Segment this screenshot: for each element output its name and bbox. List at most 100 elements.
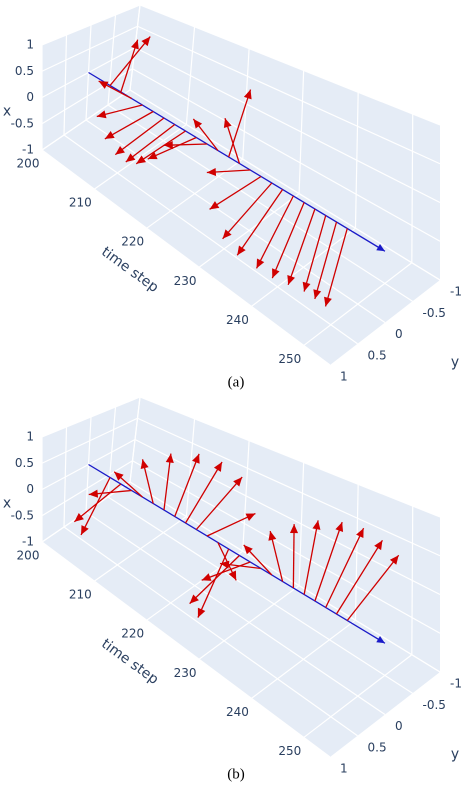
y-tick-label: 0.5 bbox=[368, 740, 387, 754]
vector-arrow bbox=[189, 555, 240, 605]
vector-arrow bbox=[96, 104, 143, 119]
x-tick-label: 0.5 bbox=[15, 64, 34, 78]
grid-line bbox=[129, 481, 441, 673]
vector-arrow-shaft bbox=[174, 453, 200, 517]
vector-arrow bbox=[302, 215, 327, 292]
vector-arrow-head bbox=[233, 477, 243, 487]
vector-arrow bbox=[206, 512, 256, 537]
vector-arrow-shaft bbox=[73, 483, 122, 523]
grid-line bbox=[107, 496, 413, 694]
vector-arrow bbox=[140, 459, 154, 504]
vector-arrow bbox=[303, 520, 321, 595]
vector-arrow-shaft bbox=[195, 476, 243, 530]
t-axis-title: time step bbox=[98, 636, 161, 688]
vector-arrow-head bbox=[165, 453, 174, 463]
grid-line bbox=[107, 104, 413, 302]
y-tick-label: -1 bbox=[450, 677, 462, 691]
t-axis-title: time step bbox=[98, 244, 161, 296]
vector-arrow-head bbox=[302, 281, 311, 292]
t-tick-label: 200 bbox=[17, 549, 40, 563]
time-axis-line-shaft bbox=[88, 71, 386, 252]
t-tick-label: 200 bbox=[17, 157, 40, 171]
vector-arrow bbox=[88, 489, 132, 498]
vector-arrow-head bbox=[324, 296, 332, 307]
x-tick-label: 0 bbox=[26, 482, 34, 496]
vector-arrow-shaft bbox=[314, 521, 343, 602]
vector-arrow-head bbox=[197, 607, 206, 618]
t-tick-label: 250 bbox=[278, 352, 301, 366]
vector-arrow bbox=[219, 560, 262, 570]
y-tick-label: -0.5 bbox=[423, 306, 446, 320]
vector-arrow-shaft bbox=[125, 123, 176, 163]
y-tick-label: 0 bbox=[395, 327, 403, 341]
t-tick-label: 240 bbox=[226, 313, 249, 327]
back-pane bbox=[130, 5, 440, 280]
x-tick-label: 1 bbox=[26, 38, 34, 52]
y-tick-label: -1 bbox=[450, 285, 462, 299]
vector-arrow bbox=[271, 202, 305, 279]
vector-arrow bbox=[289, 524, 299, 589]
vector-arrow-head bbox=[223, 118, 232, 129]
vector-arrow bbox=[80, 477, 111, 536]
grid-line bbox=[41, 149, 331, 366]
grid-line bbox=[41, 89, 131, 151]
vector-arrow-shaft bbox=[189, 555, 240, 605]
vector-arrow bbox=[206, 167, 251, 177]
vector-arrow-head bbox=[245, 513, 256, 521]
vector-arrow-head bbox=[289, 524, 299, 534]
vector-arrow bbox=[98, 80, 132, 100]
vector-arrow bbox=[197, 548, 230, 618]
vector-arrow-head bbox=[189, 594, 199, 604]
vector-arrow bbox=[335, 539, 383, 615]
vector-arrow-shaft bbox=[228, 89, 252, 158]
vector-arrow bbox=[209, 175, 262, 210]
vector-arrow-head bbox=[256, 258, 265, 269]
vector-arrow bbox=[346, 554, 400, 621]
vector-arrow bbox=[228, 89, 252, 158]
vector-arrow-head bbox=[312, 520, 321, 530]
grid-line bbox=[41, 460, 133, 517]
vector-arrow-head bbox=[136, 155, 146, 164]
vector-arrow-head bbox=[96, 110, 107, 119]
vector-arrow bbox=[325, 527, 365, 608]
vector-arrow bbox=[314, 521, 344, 602]
vector-arrow-head bbox=[268, 531, 277, 541]
vector-arrow-head bbox=[115, 145, 125, 155]
grid-line bbox=[63, 526, 358, 737]
vector-arrow-shaft bbox=[222, 182, 273, 240]
vector-arrow bbox=[113, 471, 143, 498]
vector-arrow bbox=[163, 453, 174, 511]
y-axis-title: y bbox=[451, 747, 459, 763]
vector-arrow bbox=[192, 118, 219, 151]
caption: (a) bbox=[228, 374, 245, 390]
vector-arrow-shaft bbox=[346, 554, 400, 621]
vector-arrow-shaft bbox=[236, 189, 284, 256]
vector-arrow-head bbox=[201, 573, 212, 581]
grid-line bbox=[41, 541, 331, 758]
vector-arrow-shaft bbox=[209, 175, 262, 210]
vector-arrow-head bbox=[237, 245, 246, 256]
vector-arrow bbox=[125, 123, 176, 163]
grid-line bbox=[132, 68, 441, 242]
vector-arrow bbox=[114, 117, 165, 156]
vector-arrow bbox=[222, 182, 273, 240]
vector-arrow-shaft bbox=[335, 539, 383, 615]
t-tick-label: 230 bbox=[174, 274, 197, 288]
vector-arrow-head bbox=[209, 201, 220, 210]
vector-arrow-head bbox=[222, 229, 232, 239]
vector-arrow-shaft bbox=[80, 477, 111, 536]
x-tick-label: 0 bbox=[26, 90, 34, 104]
grid-line bbox=[137, 25, 441, 165]
x-tick-label: 0.5 bbox=[15, 456, 34, 470]
t-tick-label: 220 bbox=[121, 627, 144, 641]
grid-line bbox=[63, 134, 358, 345]
grid-line bbox=[41, 68, 133, 125]
x-axis-title: x bbox=[3, 496, 11, 512]
vector-arrow-head bbox=[389, 555, 399, 565]
vector-arrow-head bbox=[335, 522, 344, 532]
vector-arrow-shaft bbox=[135, 130, 186, 165]
vector-arrow-head bbox=[88, 489, 99, 498]
time-axis-line-head bbox=[376, 636, 385, 644]
vector-arrow-shaft bbox=[287, 208, 316, 286]
